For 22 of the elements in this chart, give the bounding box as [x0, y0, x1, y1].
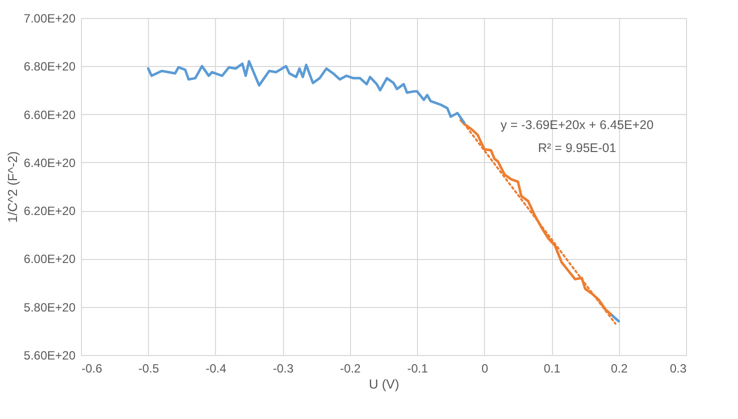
x-tick-label: 0.1 [544, 362, 561, 376]
x-axis-title: U (V) [368, 376, 400, 392]
x-tick-label: 0.2 [610, 362, 628, 376]
y-tick-label: 6.80E+20 [24, 60, 76, 74]
x-tick-label: -0.3 [272, 362, 294, 376]
y-tick-label: 6.60E+20 [24, 108, 76, 122]
y-tick-label: 6.20E+20 [24, 204, 76, 218]
y-tick-label: 6.40E+20 [24, 156, 76, 170]
y-tick-label: 5.60E+20 [24, 348, 76, 362]
annotation: R² = 9.95E-01 [538, 140, 616, 155]
annotation: y = -3.69E+20x + 6.45E+20 [500, 118, 654, 132]
y-axis-title: 1/C^2 (F^-2) [4, 151, 20, 223]
y-tick-label: 6.00E+20 [24, 252, 76, 266]
x-tick-label: 0.3 [670, 362, 687, 376]
x-tick-label: -0.6 [82, 362, 103, 376]
x-tick-label: -0.2 [340, 362, 362, 376]
x-tick-label: -0.5 [138, 362, 160, 376]
x-tick-label: 0 [481, 362, 488, 376]
y-tick-label: 5.80E+20 [24, 300, 76, 314]
x-tick-label: -0.1 [407, 362, 428, 376]
x-tick-label: -0.4 [206, 362, 227, 376]
y-tick-label: 7.00E+20 [24, 12, 76, 26]
